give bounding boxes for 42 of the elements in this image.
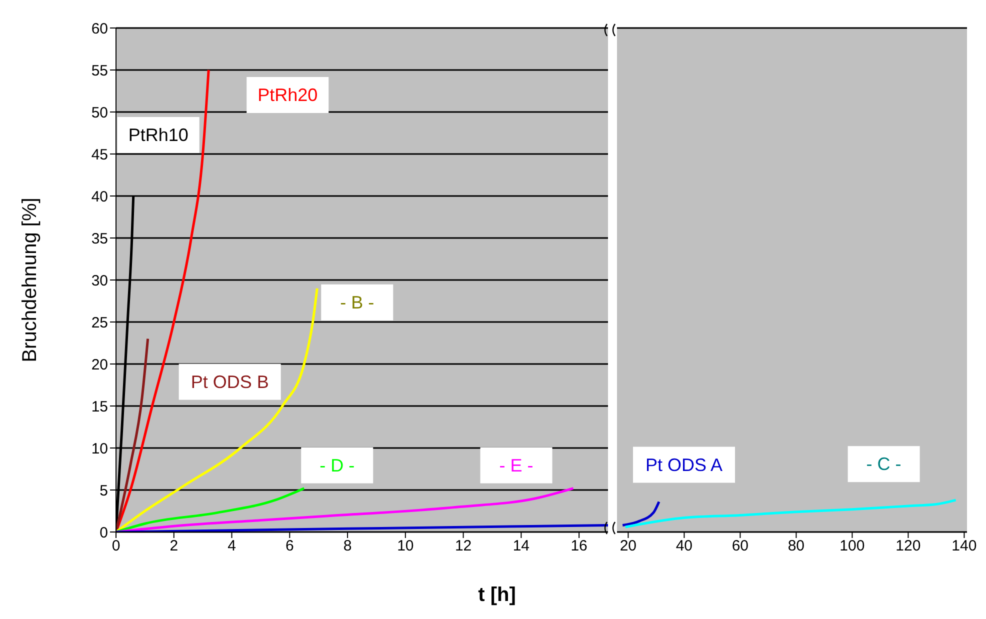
y-tick-label: 30 xyxy=(91,272,108,290)
x-tick-label: 40 xyxy=(676,538,693,555)
x-tick-label: 140 xyxy=(952,538,977,555)
x-axis-title: t [h] xyxy=(477,584,517,607)
x-tick-label: 8 xyxy=(343,538,352,555)
series-label: - C - xyxy=(866,454,902,474)
x-tick-label: 80 xyxy=(788,538,805,555)
series-label: - D - xyxy=(320,455,355,476)
y-tick-label: 20 xyxy=(91,356,108,374)
text: PtRh10 xyxy=(128,125,188,145)
y-tick-label: 25 xyxy=(91,314,108,332)
y-tick-label: 35 xyxy=(91,230,108,248)
text: PtRh20 xyxy=(258,85,318,105)
series-label: - E - xyxy=(499,455,534,476)
line-series xyxy=(116,487,306,532)
x-tick-label: 0 xyxy=(112,538,120,555)
x-tick-label: 10 xyxy=(397,538,414,555)
series-label: Pt ODS A xyxy=(645,454,723,475)
y-tick-label: 60 xyxy=(91,20,108,38)
line-series xyxy=(116,287,318,532)
series-label: - B - xyxy=(340,292,374,312)
y-tick-label: 0 xyxy=(100,524,108,542)
y-tick-label: 15 xyxy=(91,398,108,416)
x-tick-label: 14 xyxy=(512,538,530,555)
y-tick-label: 5 xyxy=(100,482,108,500)
x-tick-label: 12 xyxy=(454,538,472,555)
x-tick-label: 60 xyxy=(732,538,749,555)
x-tick-label: 20 xyxy=(620,538,637,555)
x-tick-label: 2 xyxy=(170,538,178,555)
text: Pt ODS B xyxy=(190,372,269,392)
x-tick-label: 16 xyxy=(570,538,588,555)
x-tick-label: 120 xyxy=(896,538,921,555)
x-tick-label: 100 xyxy=(840,538,865,555)
y-axis-title: Bruchdehnung [%] xyxy=(19,198,41,362)
line-series xyxy=(116,338,150,532)
y-tick-label: 50 xyxy=(91,104,108,122)
x-tick-label: 4 xyxy=(228,538,236,555)
y-tick-label: 10 xyxy=(91,440,108,458)
y-tick-label: 55 xyxy=(91,62,108,80)
x-tick-label: 6 xyxy=(285,538,294,555)
y-tick-label: 40 xyxy=(91,188,108,206)
y-tick-label: 45 xyxy=(91,146,108,164)
